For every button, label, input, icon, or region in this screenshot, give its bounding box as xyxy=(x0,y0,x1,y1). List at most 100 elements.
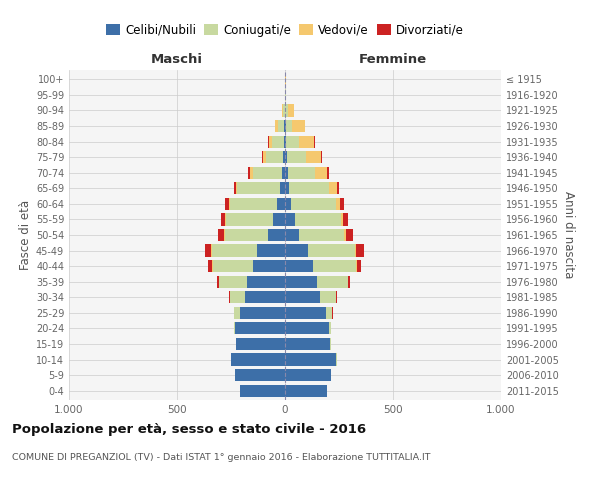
Bar xyxy=(253,166,282,179)
Bar xyxy=(337,182,340,194)
Bar xyxy=(308,244,355,256)
Bar xyxy=(234,182,236,194)
Bar xyxy=(205,244,211,256)
Bar xyxy=(247,276,285,288)
Bar xyxy=(269,136,272,147)
Bar xyxy=(285,214,295,226)
Bar xyxy=(355,244,356,256)
Bar xyxy=(212,244,257,256)
Bar xyxy=(257,244,285,256)
Bar xyxy=(295,214,341,226)
Bar xyxy=(285,276,317,288)
Bar xyxy=(305,151,321,163)
Bar xyxy=(217,276,219,288)
Bar xyxy=(285,166,287,179)
Text: Popolazione per età, sesso e stato civile - 2016: Popolazione per età, sesso e stato civil… xyxy=(12,422,366,436)
Bar xyxy=(239,384,285,396)
Bar xyxy=(245,291,285,304)
Bar xyxy=(253,260,285,272)
Bar xyxy=(320,291,337,304)
Text: COMUNE DI PREGANZIOL (TV) - Dati ISTAT 1° gennaio 2016 - Elaborazione TUTTITALIA: COMUNE DI PREGANZIOL (TV) - Dati ISTAT 1… xyxy=(12,452,431,462)
Bar xyxy=(285,120,286,132)
Bar xyxy=(285,136,286,147)
Bar xyxy=(299,229,344,241)
Bar xyxy=(275,120,278,132)
Bar xyxy=(292,120,305,132)
Bar xyxy=(356,244,364,256)
Bar xyxy=(236,338,285,350)
Bar xyxy=(285,244,308,256)
Bar xyxy=(326,307,332,319)
Bar xyxy=(285,322,329,334)
Bar xyxy=(285,229,299,241)
Text: Maschi: Maschi xyxy=(151,53,203,66)
Bar xyxy=(235,369,285,381)
Bar xyxy=(250,166,253,179)
Bar xyxy=(263,151,266,163)
Bar xyxy=(273,214,285,226)
Bar xyxy=(219,276,247,288)
Bar xyxy=(285,260,313,272)
Bar xyxy=(236,182,238,194)
Bar xyxy=(283,104,284,117)
Y-axis label: Fasce di età: Fasce di età xyxy=(19,200,32,270)
Bar xyxy=(344,229,346,241)
Bar xyxy=(329,322,331,334)
Bar xyxy=(230,291,245,304)
Bar xyxy=(285,384,327,396)
Bar xyxy=(248,166,250,179)
Y-axis label: Anni di nascita: Anni di nascita xyxy=(562,192,575,278)
Bar xyxy=(280,182,285,194)
Bar xyxy=(285,307,326,319)
Bar xyxy=(287,104,293,117)
Bar xyxy=(212,260,253,272)
Bar xyxy=(289,182,329,194)
Bar xyxy=(234,307,239,319)
Bar xyxy=(340,198,344,210)
Bar xyxy=(285,291,320,304)
Bar xyxy=(224,229,268,241)
Bar xyxy=(262,151,263,163)
Bar xyxy=(286,120,292,132)
Bar xyxy=(208,260,212,272)
Bar xyxy=(268,229,285,241)
Bar xyxy=(357,260,361,272)
Bar xyxy=(327,166,329,179)
Bar xyxy=(285,182,289,194)
Bar xyxy=(231,354,285,366)
Bar xyxy=(336,198,340,210)
Bar xyxy=(285,198,291,210)
Bar xyxy=(218,229,224,241)
Bar xyxy=(234,322,235,334)
Legend: Celibi/Nubili, Coniugati/e, Vedovi/e, Divorziati/e: Celibi/Nubili, Coniugati/e, Vedovi/e, Di… xyxy=(101,19,469,42)
Bar xyxy=(285,338,331,350)
Bar xyxy=(356,260,357,272)
Bar xyxy=(329,182,337,194)
Bar xyxy=(291,198,336,210)
Bar xyxy=(285,354,337,366)
Bar xyxy=(277,198,285,210)
Bar xyxy=(317,276,347,288)
Bar xyxy=(299,136,314,147)
Bar xyxy=(229,291,230,304)
Bar xyxy=(238,182,280,194)
Bar xyxy=(341,214,343,226)
Bar xyxy=(285,369,331,381)
Bar xyxy=(315,166,327,179)
Bar xyxy=(235,322,285,334)
Bar xyxy=(282,166,285,179)
Bar xyxy=(226,214,273,226)
Bar xyxy=(278,120,284,132)
Bar xyxy=(266,151,283,163)
Bar xyxy=(346,229,353,241)
Bar xyxy=(314,136,315,147)
Bar xyxy=(286,136,299,147)
Bar xyxy=(283,151,285,163)
Bar xyxy=(282,104,283,117)
Bar xyxy=(343,214,348,226)
Bar xyxy=(287,151,305,163)
Bar xyxy=(221,214,226,226)
Bar xyxy=(285,151,287,163)
Bar xyxy=(229,198,230,210)
Bar xyxy=(348,276,350,288)
